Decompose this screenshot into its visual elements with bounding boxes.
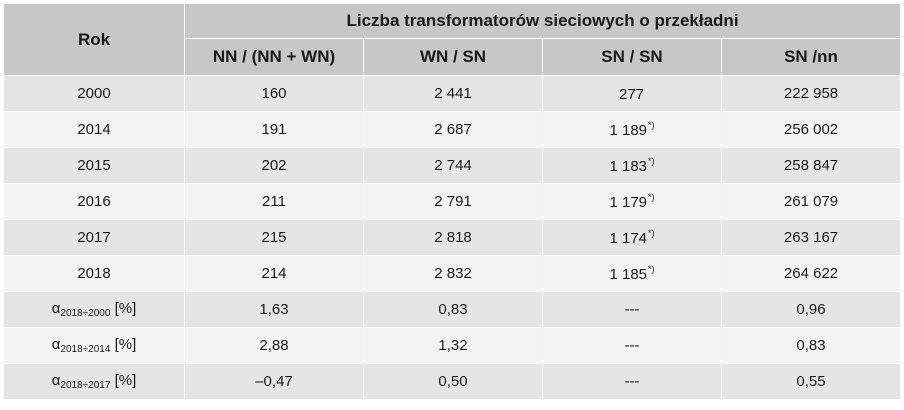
- value-cell: 263 167: [720, 219, 902, 256]
- table-row: 2017 215 2 818 1 174*) 263 167: [3, 219, 902, 256]
- value-text: 1 189: [609, 122, 648, 139]
- alpha-subscript: 2018÷2017: [60, 380, 111, 391]
- value-cell: 256 002: [720, 111, 902, 148]
- footnote-marker: *): [648, 228, 655, 238]
- value-cell: 261 079: [720, 183, 902, 220]
- value-cell: 1 189*): [542, 111, 722, 148]
- table-row: 2015 202 2 744 1 183*) 258 847: [3, 147, 902, 184]
- value-cell: 2 744: [363, 147, 543, 184]
- value-text: 1 179: [609, 194, 648, 211]
- table-row: α2018÷2000 [%] 1,63 0,83 --- 0,96: [3, 291, 902, 328]
- table-row: 2018 214 2 832 1 185*) 264 622: [3, 255, 902, 292]
- value-cell: 1 185*): [542, 255, 722, 292]
- value-cell: 1 179*): [542, 183, 722, 220]
- table-row: α2018÷2017 [%] –0,47 0,50 --- 0,55: [3, 363, 902, 400]
- table-row: 2014 191 2 687 1 189*) 256 002: [3, 111, 902, 148]
- column-header-sn-sn: SN / SN: [542, 38, 722, 76]
- alpha-label-cell: α2018÷2017 [%]: [3, 363, 185, 400]
- value-cell: ---: [542, 291, 722, 328]
- table-row: 2016 211 2 791 1 179*) 261 079: [3, 183, 902, 220]
- value-cell: 277: [542, 75, 722, 112]
- value-cell: 0,83: [720, 327, 902, 364]
- alpha-subscript: 2018÷2014: [60, 344, 111, 355]
- column-header-sn-nn: SN /nn: [720, 38, 902, 76]
- value-cell: 0,83: [363, 291, 543, 328]
- column-header-wn-sn: WN / SN: [363, 38, 543, 76]
- column-header-nn: NN / (NN + WN): [184, 38, 364, 76]
- value-cell: 0,96: [720, 291, 902, 328]
- value-cell: ---: [542, 363, 722, 400]
- alpha-symbol: α: [51, 300, 61, 317]
- value-cell: –0,47: [184, 363, 364, 400]
- alpha-symbol: α: [51, 336, 61, 353]
- value-cell: 1,32: [363, 327, 543, 364]
- alpha-unit: [%]: [110, 336, 137, 353]
- value-cell: 0,50: [363, 363, 543, 400]
- footnote-marker: *): [648, 264, 655, 274]
- value-cell: 222 958: [720, 75, 902, 112]
- value-cell: 2 791: [363, 183, 543, 220]
- year-cell: 2015: [3, 147, 185, 184]
- footnote-marker: *): [648, 120, 655, 130]
- value-cell: 215: [184, 219, 364, 256]
- alpha-label-cell: α2018÷2014 [%]: [3, 327, 185, 364]
- value-cell: 258 847: [720, 147, 902, 184]
- value-cell: 2 818: [363, 219, 543, 256]
- alpha-label-cell: α2018÷2000 [%]: [3, 291, 185, 328]
- value-cell: 202: [184, 147, 364, 184]
- value-text: 1 183: [609, 158, 648, 175]
- alpha-subscript: 2018÷2000: [60, 308, 111, 319]
- value-cell: 2 441: [363, 75, 543, 112]
- value-cell: 264 622: [720, 255, 902, 292]
- value-cell: 2 687: [363, 111, 543, 148]
- group-title-header: Liczba transformatorów sieciowych o prze…: [183, 3, 902, 39]
- alpha-unit: [%]: [110, 372, 137, 389]
- table-row: α2018÷2014 [%] 2,88 1,32 --- 0,83: [3, 327, 902, 364]
- year-cell: 2000: [3, 75, 185, 112]
- value-cell: 2,88: [184, 327, 364, 364]
- value-cell: 1 174*): [542, 219, 722, 256]
- rok-header: Rok: [3, 3, 185, 76]
- value-cell: 191: [184, 111, 364, 148]
- value-cell: 214: [184, 255, 364, 292]
- footnote-marker: *): [648, 192, 655, 202]
- value-cell: 2 832: [363, 255, 543, 292]
- value-text: 1 174: [609, 230, 648, 247]
- alpha-unit: [%]: [110, 300, 137, 317]
- year-cell: 2017: [3, 219, 185, 256]
- year-cell: 2018: [3, 255, 185, 292]
- transformers-table: Rok Liczba transformatorów sieciowych o …: [3, 3, 902, 400]
- table-row: 2000 160 2 441 277 222 958: [3, 75, 902, 112]
- value-cell: 160: [184, 75, 364, 112]
- footnote-marker: *): [648, 156, 655, 166]
- value-cell: 211: [184, 183, 364, 220]
- year-cell: 2016: [3, 183, 185, 220]
- value-cell: 0,55: [720, 363, 902, 400]
- value-cell: 1 183*): [542, 147, 722, 184]
- year-cell: 2014: [3, 111, 185, 148]
- alpha-symbol: α: [51, 372, 61, 389]
- value-cell: 1,63: [184, 291, 364, 328]
- value-text: 1 185: [609, 266, 648, 283]
- value-text: 277: [618, 86, 645, 103]
- value-cell: ---: [542, 327, 722, 364]
